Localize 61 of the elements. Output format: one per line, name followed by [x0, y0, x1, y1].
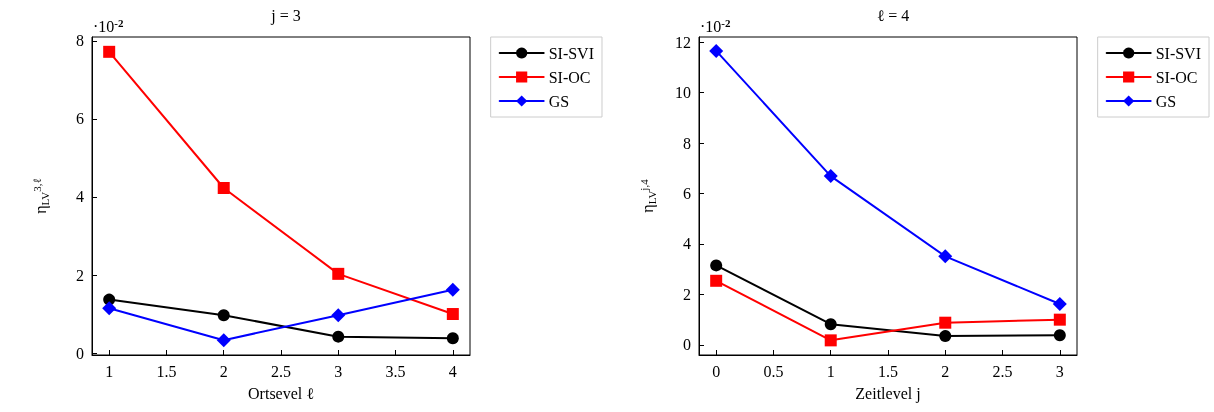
y-tick-label: 12: [675, 33, 691, 51]
y-tick-label: 4: [683, 235, 691, 253]
point: [445, 282, 460, 297]
legend-label: GS: [1155, 92, 1177, 110]
point: [446, 308, 459, 321]
point: [710, 274, 723, 287]
x-tick-label: 1.5: [156, 362, 177, 380]
legend-label: SI-SVI: [1155, 44, 1202, 62]
x-tick-label: 1: [826, 362, 835, 380]
point: [1052, 297, 1067, 312]
point: [102, 301, 117, 316]
point: [939, 316, 952, 329]
y-tick-label: 2: [683, 285, 691, 303]
legend-label: SI-OC: [548, 68, 591, 86]
x-tick-label: 2.5: [271, 362, 291, 380]
y-tick-label: 8: [76, 32, 84, 50]
point: [709, 43, 724, 58]
x-tick-label: 2: [219, 362, 228, 380]
y-tick-label: 2: [76, 266, 84, 284]
x-tick-label: 4: [448, 362, 457, 380]
point: [217, 182, 230, 194]
x-tick-label: 2: [941, 362, 950, 380]
x-tick-label: 1: [105, 362, 114, 380]
y-tick-label: 10: [675, 84, 691, 102]
legend-label: GS: [548, 92, 570, 110]
point: [1053, 329, 1066, 342]
legend-label: SI-OC: [1155, 68, 1198, 86]
point: [710, 259, 723, 272]
point: [1053, 313, 1066, 326]
x-tick-label: 3: [334, 362, 343, 380]
x-tick-label: 0.5: [763, 362, 784, 380]
point: [938, 249, 953, 264]
point: [823, 169, 838, 184]
chart-title: ℓ = 4: [876, 6, 910, 24]
point: [939, 330, 952, 343]
y-tick-label: 0: [76, 344, 84, 362]
point: [331, 308, 346, 323]
y-axis-title: ηLV3,ℓ: [30, 178, 51, 214]
y-tick-label: 6: [76, 110, 84, 128]
y-tick-label: 4: [76, 188, 84, 206]
y-tick-label: 6: [683, 184, 691, 202]
point: [824, 334, 837, 347]
point: [103, 45, 116, 58]
chart-title: j = 3: [270, 6, 301, 25]
x-tick-label: 2.5: [992, 362, 1013, 380]
x-tick-label: 3.5: [385, 362, 406, 380]
x-tick-label: 1.5: [878, 362, 898, 380]
y-tick-label: 8: [683, 134, 691, 152]
x-axis-title: Ortsevel ℓ: [248, 384, 315, 402]
y-tick-label: 0: [683, 336, 691, 354]
x-tick-label: 3: [1055, 362, 1064, 380]
point: [332, 330, 345, 343]
point: [824, 318, 837, 331]
x-axis-title: Zeitlevel j: [855, 384, 921, 403]
x-tick-label: 0: [712, 362, 721, 380]
legend-label: SI-SVI: [548, 44, 595, 62]
point: [216, 333, 231, 348]
point: [446, 332, 459, 345]
point: [332, 267, 345, 280]
point: [217, 309, 230, 322]
y-axis-title: ηLVj,4: [637, 178, 658, 213]
